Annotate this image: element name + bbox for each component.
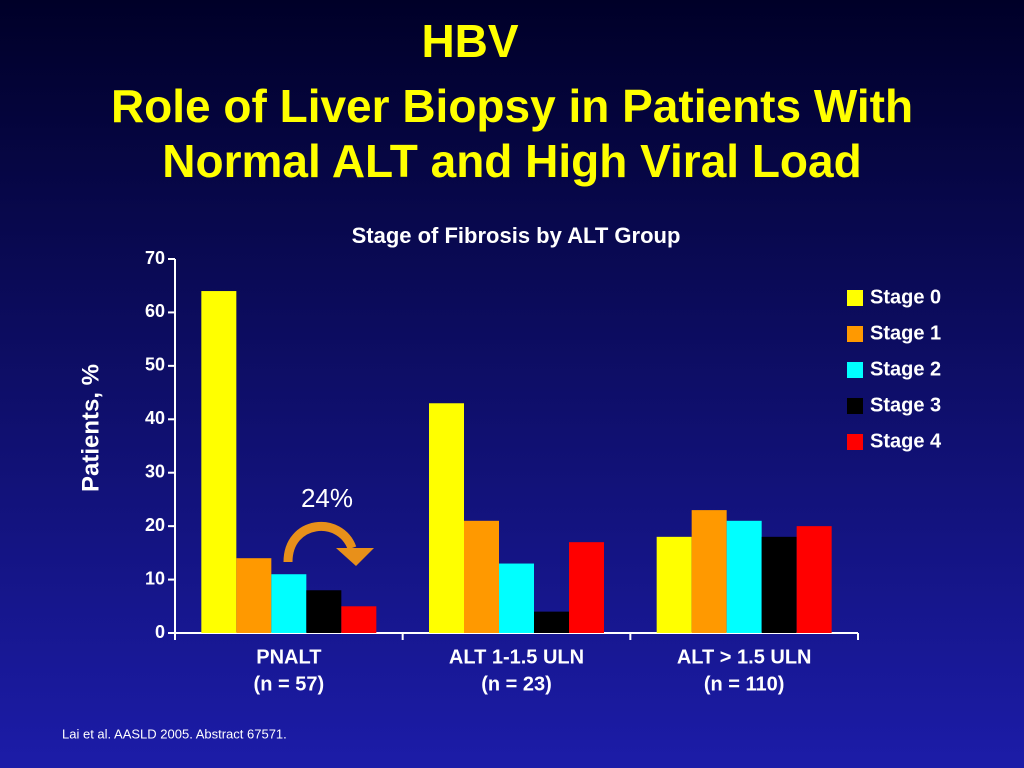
x-tick-note: (n = 110) (704, 673, 785, 695)
x-tick-label: ALT 1-1.5 ULN (449, 646, 584, 668)
bar (341, 606, 377, 633)
legend-label: Stage 4 (870, 430, 942, 452)
y-tick-label: 60 (145, 301, 165, 321)
bar (306, 590, 342, 633)
y-tick-label: 50 (145, 355, 165, 375)
y-axis-label: Patients, % (77, 364, 104, 492)
bar (656, 536, 692, 633)
bar (236, 558, 272, 633)
legend-label: Stage 0 (870, 286, 941, 308)
slide-subtitle: Role of Liver Biopsy in Patients With (111, 80, 913, 132)
bar (726, 520, 762, 633)
bar (761, 536, 797, 633)
bar (499, 563, 534, 633)
y-tick-label: 40 (145, 408, 165, 428)
bar (691, 510, 727, 633)
x-tick-label: ALT > 1.5 ULN (677, 646, 812, 668)
slide-title: HBV (421, 15, 518, 67)
bar (271, 574, 307, 633)
y-tick-label: 20 (145, 515, 165, 535)
bar (796, 526, 832, 633)
annotation: 24% (301, 483, 353, 513)
legend-label: Stage 2 (870, 358, 941, 380)
legend-swatch (847, 434, 863, 450)
bar (534, 611, 569, 633)
legend-swatch (847, 326, 863, 342)
y-tick-label: 70 (145, 248, 165, 268)
bar (201, 291, 237, 633)
x-tick-note: (n = 57) (254, 673, 325, 695)
legend-label: Stage 1 (870, 322, 941, 344)
x-tick-note: (n = 23) (481, 673, 552, 695)
bar (429, 403, 464, 633)
legend-swatch (847, 398, 863, 414)
legend-swatch (847, 290, 863, 306)
bar (464, 520, 499, 633)
annotation-arrowhead (336, 548, 374, 566)
x-tick-label: PNALT (256, 646, 321, 668)
chart-title: Stage of Fibrosis by ALT Group (352, 223, 681, 248)
footnote: Lai et al. AASLD 2005. Abstract 67571. (62, 726, 287, 741)
annotation-arrow (283, 521, 357, 563)
y-tick-label: 10 (145, 568, 165, 588)
bar (569, 542, 604, 633)
slide-subtitle: Normal ALT and High Viral Load (162, 135, 861, 187)
legend-swatch (847, 362, 863, 378)
y-tick-label: 30 (145, 461, 165, 481)
y-tick-label: 0 (155, 622, 165, 642)
legend-label: Stage 3 (870, 394, 941, 416)
